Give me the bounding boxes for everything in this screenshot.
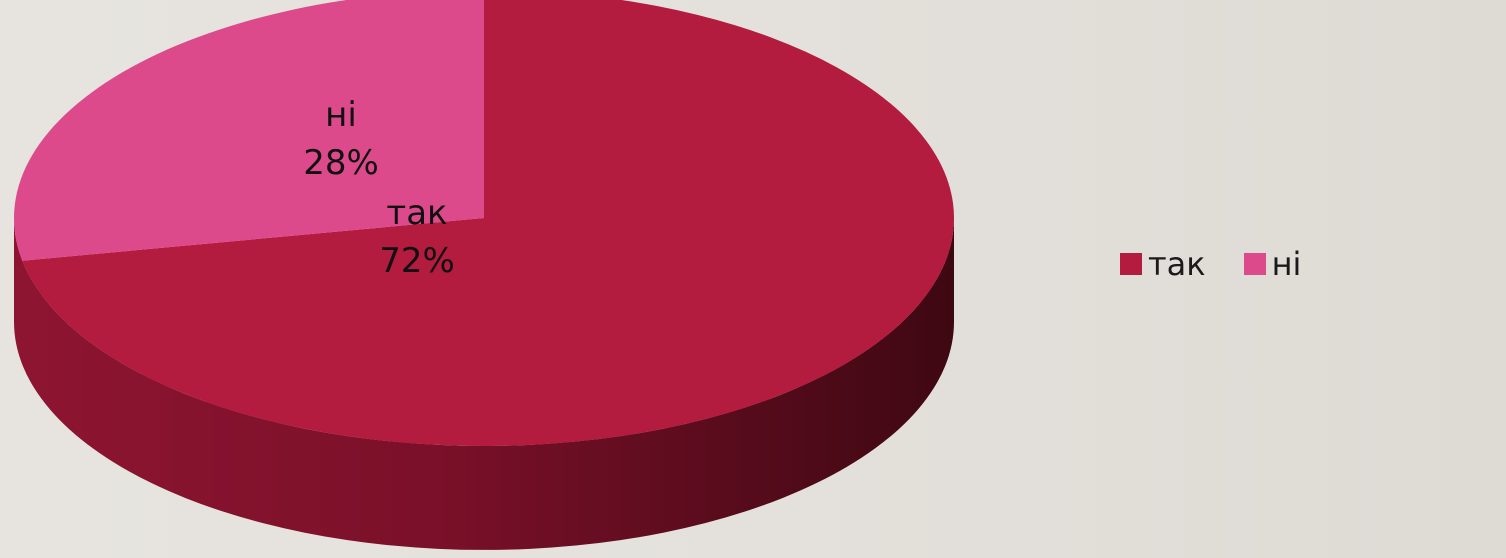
legend: так ні	[1120, 245, 1301, 283]
data-label-так-category: так	[386, 193, 447, 233]
slices-layer	[14, 0, 954, 550]
pie-side-wall	[14, 218, 954, 550]
legend-swatch-так	[1120, 253, 1142, 275]
data-label-так-percent: 72%	[379, 241, 455, 281]
data-label-так: так 72%	[379, 193, 455, 281]
pie-slice-так[interactable]	[22, 0, 954, 446]
legend-item-ні[interactable]: ні	[1243, 245, 1302, 283]
data-label-ні: ні 28%	[303, 95, 379, 183]
labels-layer: так 72% ні 28%	[303, 95, 455, 281]
pie-slice-ні[interactable]	[14, 0, 484, 261]
legend-swatch-ні	[1243, 253, 1266, 275]
legend-item-так[interactable]: так	[1120, 245, 1206, 283]
legend-label-так: так	[1148, 245, 1206, 283]
legend-label-ні: ні	[1271, 245, 1302, 283]
data-label-ні-category: ні	[325, 95, 357, 135]
data-label-ні-percent: 28%	[303, 143, 379, 183]
